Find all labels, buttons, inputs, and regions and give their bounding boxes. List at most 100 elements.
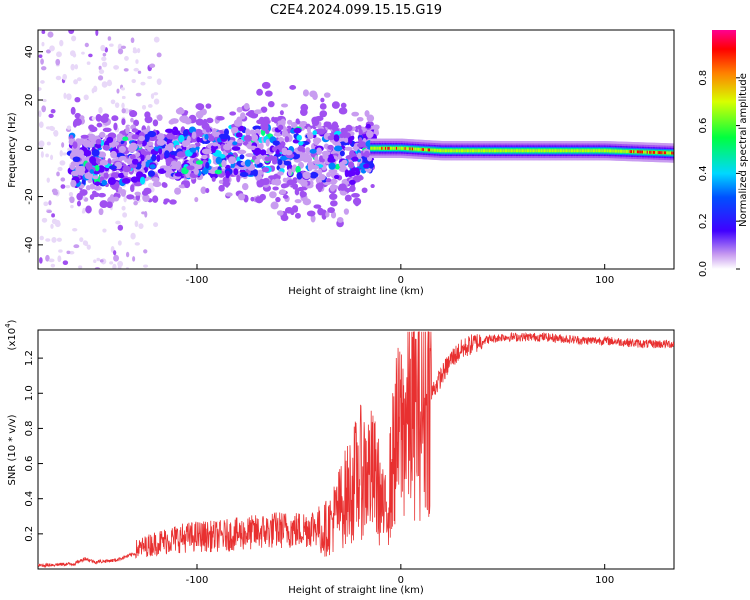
spectrogram-cell (38, 110, 42, 118)
spectrogram-cell (38, 87, 42, 91)
spectrogram-cell (550, 149, 553, 153)
spectrogram-cell (249, 129, 255, 135)
spectrogram-cell (287, 168, 292, 176)
spectrogram-cell (306, 155, 313, 164)
spectrogram-cell (558, 149, 561, 153)
spectrogram-cell (327, 144, 334, 150)
spectrogram-cell (339, 150, 345, 157)
spectrogram-cell (534, 149, 537, 153)
spectrogram-cell (601, 149, 604, 153)
spectrogram-cell (477, 149, 481, 153)
spectrogram-cell (559, 149, 563, 153)
spectrogram-cell (597, 149, 600, 153)
spectrogram-cell (97, 75, 104, 81)
spectrogram-cell (138, 223, 144, 229)
spectrogram-cell (492, 149, 495, 153)
spectrogram-cell (499, 149, 503, 153)
spectrogram-cell (156, 52, 162, 58)
spectrogram-cell (107, 36, 112, 41)
spectrogram-cell (284, 136, 290, 143)
spectrogram-cell (513, 149, 516, 153)
spectrogram-cell (72, 52, 77, 58)
spectrogram-cell (307, 161, 314, 168)
spectrogram-cell (45, 254, 50, 262)
spectrogram-cell (237, 193, 246, 201)
spectrogram-cell (70, 179, 77, 188)
spectrogram-frame (37, 29, 675, 270)
spectrogram-cell (163, 165, 173, 172)
spectrogram-cell (240, 112, 246, 120)
spectrogram-cell (348, 136, 353, 145)
spectrogram-cell (118, 186, 123, 194)
spectrogram-cell (237, 125, 245, 132)
svg-text:(x104): (x104) (4, 319, 18, 350)
snr-ytick-label: 0.2 (24, 526, 35, 542)
spectrogram-cell (351, 156, 359, 162)
snr-xtick-label: 100 (595, 575, 614, 586)
spectrogram-cell (565, 149, 569, 153)
spectrogram-cell (152, 180, 162, 188)
spectrogram-cell (120, 87, 125, 91)
spectrogram-cell (233, 168, 239, 176)
spectrogram-cell (300, 108, 308, 117)
spectrogram-cell (449, 149, 452, 153)
spectrogram-cell (640, 150, 643, 154)
spectrogram-cell (62, 73, 67, 81)
spectrogram-cell (280, 103, 289, 108)
spectrogram-cell (178, 134, 185, 143)
spectrogram-cell (352, 197, 362, 206)
spectrogram-cell (108, 165, 117, 170)
snr-series-line (38, 331, 674, 569)
spectrogram-cell (297, 186, 305, 192)
spectrogram-cell (493, 149, 496, 153)
spectrogram-cell (464, 149, 467, 153)
spectrogram-cell (530, 149, 533, 153)
spectrogram-cell (80, 134, 89, 139)
spectrogram-cell (309, 132, 314, 139)
spectrogram-cell (73, 79, 79, 85)
spectrogram-cell (657, 151, 660, 155)
spectrogram-cell (289, 85, 297, 90)
spectrogram-cell (286, 179, 295, 186)
spectrogram-cell (507, 149, 510, 153)
spectrogram-cell (503, 149, 506, 153)
spectrogram-cell (380, 146, 383, 150)
spectrogram-cell (169, 199, 177, 205)
spectrogram-cell (632, 150, 635, 154)
spectrogram-cell (66, 250, 71, 255)
snr-ytick-label: 0.4 (24, 491, 35, 507)
spectrogram-cell (310, 214, 316, 223)
spectrogram-cell (574, 149, 577, 153)
spectrogram-cell (283, 160, 292, 166)
spectrogram-cell (614, 149, 618, 153)
spectrogram-cell (323, 92, 331, 98)
spectrogram-cell (121, 205, 126, 211)
spectrogram-cell (45, 49, 51, 54)
spectrogram-cell (330, 211, 337, 219)
spectrogram-ytick-label: 40 (24, 45, 35, 58)
spectrogram-cell (112, 250, 117, 256)
spectrogram-cell (611, 149, 614, 153)
spectrogram-cell (40, 151, 44, 158)
spectrogram-cell (427, 148, 430, 152)
spectrogram-cell (603, 149, 607, 153)
spectrogram-cell (655, 151, 658, 154)
spectrogram-cell (147, 170, 156, 177)
spectrogram-cell (475, 149, 478, 153)
spectrogram-cell (71, 35, 77, 42)
spectrogram-cell (272, 186, 279, 191)
spectrogram-cell (408, 147, 411, 151)
spectrogram-cell (133, 181, 143, 187)
spectrogram-cell (245, 153, 255, 158)
spectrogram-cell (320, 97, 325, 103)
spectrogram-cell (49, 45, 55, 52)
spectrogram-cell (366, 130, 374, 139)
spectrogram-cell (86, 244, 91, 250)
spectrogram-cell (98, 106, 103, 114)
spectrogram-cell (592, 149, 596, 153)
spectrogram-cell (265, 138, 270, 147)
spectrogram-cell (116, 88, 120, 94)
spectrogram-cell (317, 185, 322, 193)
spectrogram-cell (52, 190, 59, 196)
spectrogram-cell (416, 147, 419, 151)
